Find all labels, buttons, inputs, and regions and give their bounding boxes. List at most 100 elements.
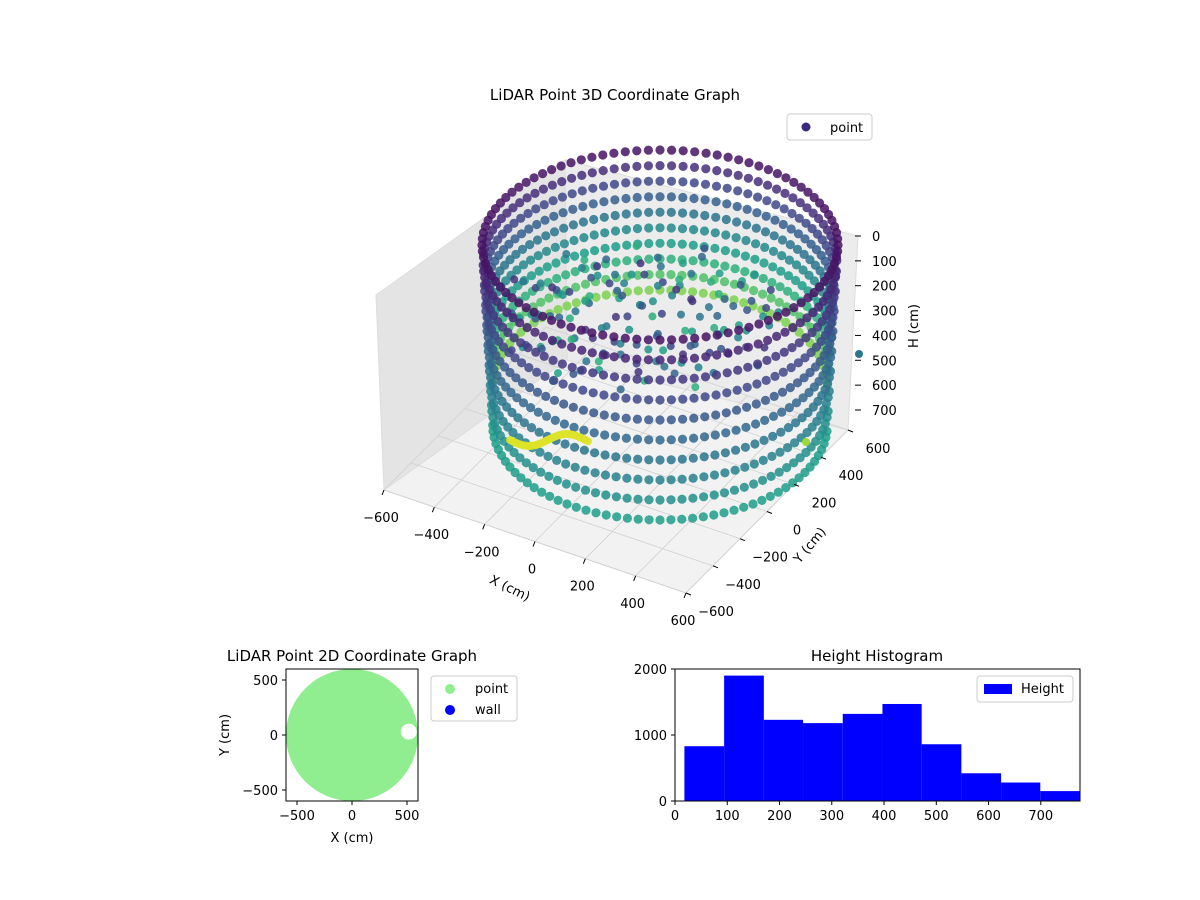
- lidar-point-3d: [513, 413, 523, 423]
- y-tick-3d: [766, 511, 773, 514]
- lidar-point-3d: [601, 290, 611, 300]
- lidar-point-3d: [512, 393, 522, 403]
- lidar-point-3d: [632, 242, 641, 251]
- lidar-point-3d: [516, 473, 526, 483]
- lidar-point-3d: [547, 315, 557, 325]
- z-tick-label-3d: 400: [872, 329, 897, 344]
- lidar-point-3d: [729, 485, 740, 495]
- lidar-point-3d: [627, 270, 636, 279]
- lidar-point-3d: [689, 209, 699, 219]
- lidar-point-3d: [760, 227, 771, 237]
- x-tick-label-3d: 600: [671, 614, 696, 629]
- legend-histogram: Height: [976, 675, 1074, 703]
- lidar-point-3d: [748, 499, 758, 509]
- lidar-point-3d: [763, 335, 773, 345]
- lidar-point-3d: [514, 298, 524, 308]
- x-tick-label-3d: −200: [464, 545, 500, 560]
- lidar-point-3d: [556, 319, 566, 329]
- lidar-point-3d: [743, 189, 753, 199]
- lidar-point-3d: [643, 145, 654, 155]
- lidar-point-3d: [632, 334, 642, 344]
- lidar-point-3d: [644, 223, 654, 233]
- lidar-point-3d: [591, 292, 601, 302]
- lidar-point-3d: [565, 314, 574, 323]
- points-2d-clip: [286, 669, 418, 801]
- lidar-point-3d: [666, 475, 676, 485]
- lidar-point-3d: [633, 270, 643, 280]
- lidar-point-3d: [700, 392, 710, 402]
- lidar-point-3d: [589, 230, 599, 240]
- lidar-point-3d: [581, 505, 591, 515]
- x-tick-label-histogram: 400: [872, 809, 897, 824]
- lidar-point-3d: [579, 425, 589, 435]
- lidar-point-3d: [655, 207, 665, 217]
- z-tick-label-3d: 200: [872, 280, 897, 295]
- lidar-point-3d: [809, 287, 819, 298]
- lidar-point-3d: [785, 383, 795, 393]
- lidar-point-3d: [731, 445, 741, 455]
- lidar-point-3d: [578, 263, 586, 272]
- lidar-point-3d: [511, 373, 521, 383]
- x-tick-label-3d: −600: [363, 511, 399, 526]
- lidar-point-3d: [562, 301, 572, 311]
- lidar-point-3d: [632, 161, 642, 171]
- lidar-point-3d: [744, 158, 754, 168]
- lidar-point-3d: [688, 240, 698, 250]
- lidar-point-3d: [531, 204, 541, 214]
- lidar-point-3d: [701, 332, 711, 342]
- lidar-point-3d: [621, 413, 631, 423]
- lidar-point-3d: [743, 173, 754, 183]
- lidar-point-3d: [533, 407, 543, 417]
- lidar-point-3d: [621, 209, 631, 219]
- lidar-point-3d: [731, 425, 741, 435]
- lidar-point-3d: [644, 435, 654, 445]
- lidar-point-3d: [525, 240, 535, 250]
- lidar-point-3d: [516, 213, 526, 223]
- lidar-point-3d: [777, 387, 788, 397]
- lidar-point-3d: [588, 368, 598, 378]
- lidar-point-3d: [578, 217, 589, 227]
- lidar-point-3d: [768, 262, 778, 272]
- lidar-point-3d: [576, 155, 586, 165]
- lidar-point-3d: [510, 467, 520, 478]
- lidar-point-3d: [504, 347, 514, 358]
- lidar-point-3d: [689, 225, 699, 235]
- lidar-point-3d: [593, 271, 602, 280]
- lidar-point-3d: [609, 352, 619, 362]
- lidar-point-3d: [568, 382, 578, 392]
- lidar-point-3d: [786, 363, 796, 373]
- y-tick-label-3d: −200: [752, 551, 788, 566]
- lidar-point-3d: [633, 286, 643, 296]
- lidar-point-3d: [721, 408, 731, 418]
- lidar-point-3d: [762, 304, 771, 312]
- lidar-point-3d: [678, 161, 688, 171]
- lidar-point-3d: [655, 395, 665, 405]
- lidar-point-3d: [793, 358, 804, 368]
- lidar-point-3d: [784, 255, 795, 265]
- lidar-point-3d: [739, 298, 749, 308]
- lidar-point-3d: [632, 394, 642, 404]
- lidar-point-3d: [698, 512, 708, 522]
- lidar-point-3d: [742, 382, 752, 392]
- lidar-point-3d: [723, 168, 733, 178]
- lidar-point-3d: [622, 493, 632, 503]
- lidar-point-3d: [689, 193, 699, 204]
- lidar-point-3d: [621, 178, 631, 188]
- lidar-point-3d: [561, 459, 571, 469]
- lidar-point-3d: [666, 223, 676, 233]
- lidar-point-3d: [559, 223, 569, 233]
- lidar-point-3d: [771, 351, 781, 361]
- lidar-point-3d: [609, 148, 619, 158]
- lidar-point-3d: [537, 487, 547, 497]
- lidar-point-3d: [721, 230, 731, 240]
- lidar-point-3d: [801, 218, 811, 228]
- lidar-point-3d: [587, 328, 597, 338]
- lidar-point-3d: [507, 293, 517, 303]
- histogram-title: Height Histogram: [811, 647, 943, 665]
- lidar-point-3d: [796, 298, 806, 308]
- lidar-point-3d: [779, 204, 789, 214]
- lidar-point-3d: [729, 279, 740, 289]
- lidar-point-3d: [700, 179, 711, 189]
- lidar-point-3d: [632, 146, 642, 156]
- lidar-point-3d: [638, 301, 647, 310]
